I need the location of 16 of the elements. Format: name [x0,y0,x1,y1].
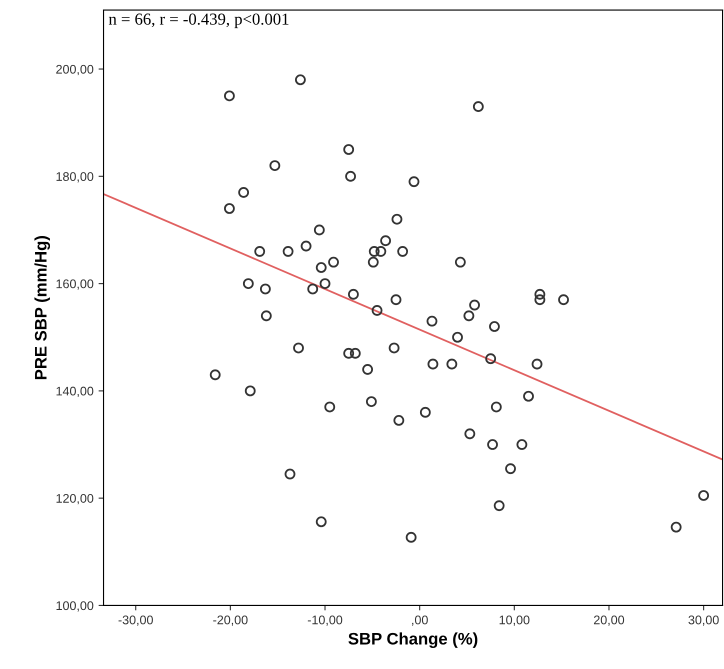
y-tick-label: 200,00 [56,64,94,76]
x-tick-label: -10,00 [308,615,342,626]
y-tick-label: 100,00 [56,601,94,612]
x-tick-label: 10,00 [500,615,530,626]
x-tick-label: -20,00 [213,615,248,626]
x-tick-label: ,00 [412,615,428,626]
y-tick-label: 120,00 [56,494,94,504]
x-tick-label: 20,00 [594,615,624,626]
x-tick-label: 30,00 [688,615,719,626]
y-tick-label: 160,00 [56,279,94,290]
x-tick-label: -30,00 [118,615,153,626]
y-axis-title: PRE SBP (mm/Hg) [34,236,50,380]
x-axis-title: SBP Change (%) [348,632,478,648]
annotation: n = 66, r = -0.439, p<0.001 [108,13,288,28]
y-tick-label: 140,00 [56,386,94,398]
y-tick-label: 180,00 [56,172,94,182]
